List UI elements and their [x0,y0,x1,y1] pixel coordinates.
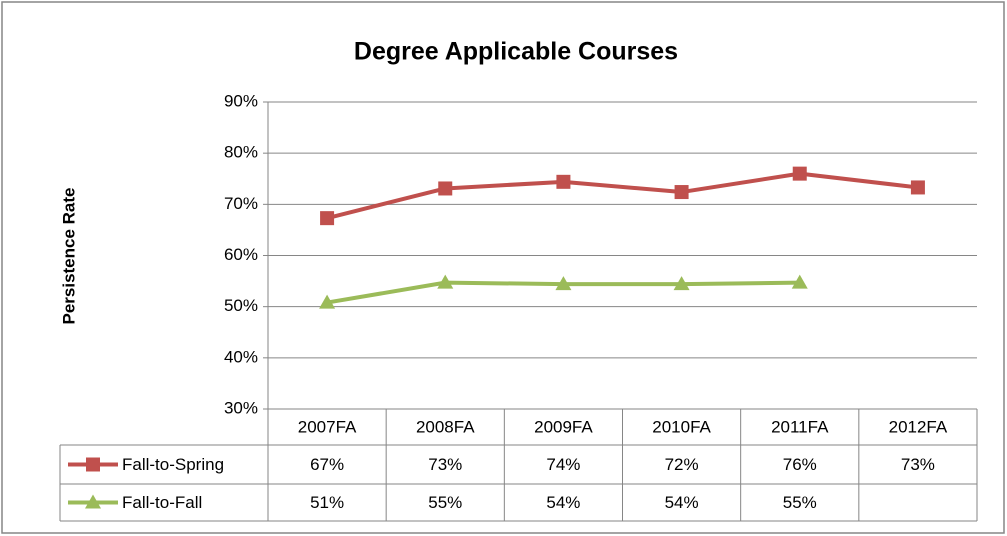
legend-label: Fall-to-Spring [122,455,224,474]
marker [85,494,101,509]
series-line [326,171,919,221]
table-value: 55% [428,493,462,512]
marker [556,174,571,189]
marker [910,180,925,195]
y-tick-label: 80% [224,143,258,162]
table-value: 74% [546,455,580,474]
table-value: 73% [901,455,935,474]
table-value: 54% [546,493,580,512]
x-tick-label: 2007FA [298,417,357,436]
marker [438,181,453,196]
x-tick-label: 2011FA [771,417,829,436]
y-axis-title: Persistence Rate [59,187,78,324]
marker [674,185,689,200]
table-value: 51% [310,493,344,512]
y-tick-label: 90% [224,91,258,110]
table-value: 73% [428,455,462,474]
marker [792,166,807,181]
marker [791,274,808,289]
x-tick-label: 2008FA [416,417,475,436]
y-tick-label: 50% [224,296,258,315]
table-value: 76% [783,455,817,474]
table-value: 55% [783,493,817,512]
table-value: 67% [310,455,344,474]
table-value: 72% [665,455,699,474]
y-tick-label: 60% [224,245,258,264]
y-tick-label: 30% [224,398,258,417]
marker [319,294,336,309]
marker [673,276,690,291]
chart-title: Degree Applicable Courses [354,38,678,66]
marker [320,211,335,226]
legend-label: Fall-to-Fall [122,493,202,512]
marker [437,274,454,289]
x-tick-label: 2012FA [889,417,948,436]
x-tick-label: 2010FA [652,417,711,436]
x-tick-label: 2009FA [534,417,593,436]
marker [555,276,572,291]
y-tick-label: 70% [224,194,258,213]
marker [86,457,100,472]
table-value: 54% [665,493,699,512]
y-tick-label: 40% [224,347,258,366]
